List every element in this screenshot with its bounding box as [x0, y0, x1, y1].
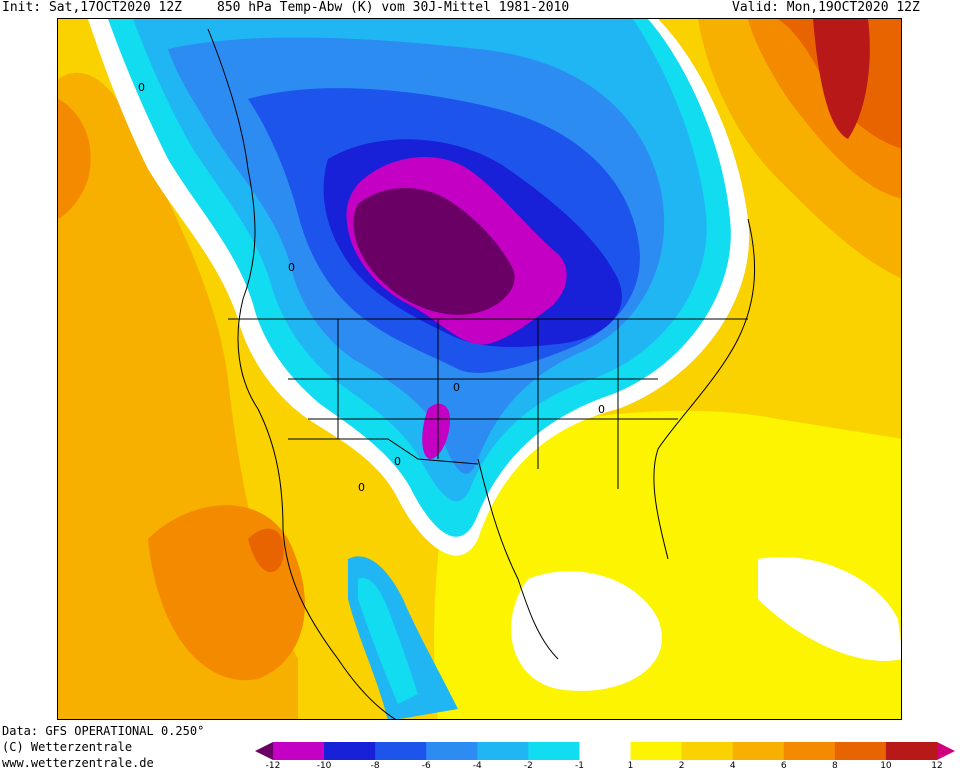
data-source-text: Data: GFS OPERATIONAL 0.250°	[2, 724, 205, 738]
init-time: Init: Sat,17OCT2020 12Z	[2, 0, 183, 15]
colorbar-bin	[834, 742, 887, 760]
copyright-text: (C) Wetterzentrale	[2, 740, 133, 754]
gulf-coast	[477, 458, 559, 660]
colorbar-tick-label: 12	[931, 761, 943, 771]
chart-title: 850 hPa Temp-Abw (K) vom 30J-Mittel 1981…	[217, 0, 570, 15]
website-text: www.wetterzentrale.de	[2, 756, 154, 770]
contour-label-zero: 0	[358, 481, 365, 494]
colorbar-tick-label: 2	[678, 761, 685, 771]
colorbar-arrow-left	[255, 742, 273, 760]
colorbar-svg	[255, 742, 955, 760]
colorbar-arrow-right	[937, 742, 955, 760]
colorbar-tick-label: -2	[523, 761, 533, 771]
colorbar-tick-label: 6	[780, 761, 787, 771]
colorbar-tick-label: -4	[472, 761, 482, 771]
anomaly-purple-core	[353, 187, 515, 315]
anomaly-map: 0 0 0 0 0 0	[57, 18, 902, 720]
colorbar-tick-label: -10	[316, 761, 332, 771]
mexico-cyan-patch	[358, 578, 418, 704]
colorbar-bin	[732, 742, 785, 760]
contour-label-zero: 0	[138, 81, 145, 94]
gulf-neutral-zone	[511, 571, 662, 691]
colorbar-bin	[630, 742, 683, 760]
baja-warm-patch	[248, 528, 284, 573]
colorbar-bin	[273, 742, 325, 760]
colorbar-bin	[528, 742, 580, 760]
colorbar-ticks: -12 -10 -8 -6 -4 -2 -1 1 2 4 6 8 10 12	[255, 760, 955, 774]
colorbar-tick-label: 4	[729, 761, 736, 771]
header-bar: Init: Sat,17OCT2020 12Z 850 hPa Temp-Abw…	[0, 0, 962, 18]
anomaly-magenta-patch	[422, 403, 450, 459]
colorbar-bin	[681, 742, 734, 760]
contour-label-zero: 0	[394, 455, 401, 468]
colorbar-bin	[579, 742, 632, 760]
caribbean-neutral-zone	[758, 557, 901, 661]
west-coastline	[207, 28, 396, 719]
colorbar-tick-label: -1	[574, 761, 584, 771]
colorbar-bin	[885, 742, 938, 760]
colorbar-bin	[477, 742, 529, 760]
colorbar-tick-label: -6	[421, 761, 431, 771]
map-canvas: 0 0 0 0 0 0	[58, 19, 901, 719]
colorbar	[255, 742, 955, 760]
colorbar-bin	[426, 742, 478, 760]
contour-label-zero: 0	[288, 261, 295, 274]
colorbar-tick-label: -8	[370, 761, 380, 771]
ne-red-core	[813, 19, 870, 139]
valid-time: Valid: Mon,19OCT2020 12Z	[732, 0, 920, 15]
colorbar-tick-label: 8	[831, 761, 838, 771]
colorbar-bin	[375, 742, 427, 760]
footer: Data: GFS OPERATIONAL 0.250° (C) Wetterz…	[0, 722, 962, 776]
pacific-orange-patch	[58, 99, 91, 219]
colorbar-bin	[324, 742, 376, 760]
colorbar-bin	[783, 742, 836, 760]
colorbar-tick-label: -12	[265, 761, 281, 771]
contour-label-zero: 0	[453, 381, 460, 394]
contour-label-zero: 0	[598, 403, 605, 416]
colorbar-tick-label: 10	[880, 761, 892, 771]
colorbar-tick-label: 1	[627, 761, 634, 771]
east-coastline	[653, 218, 756, 560]
boundary-lines	[207, 28, 756, 719]
